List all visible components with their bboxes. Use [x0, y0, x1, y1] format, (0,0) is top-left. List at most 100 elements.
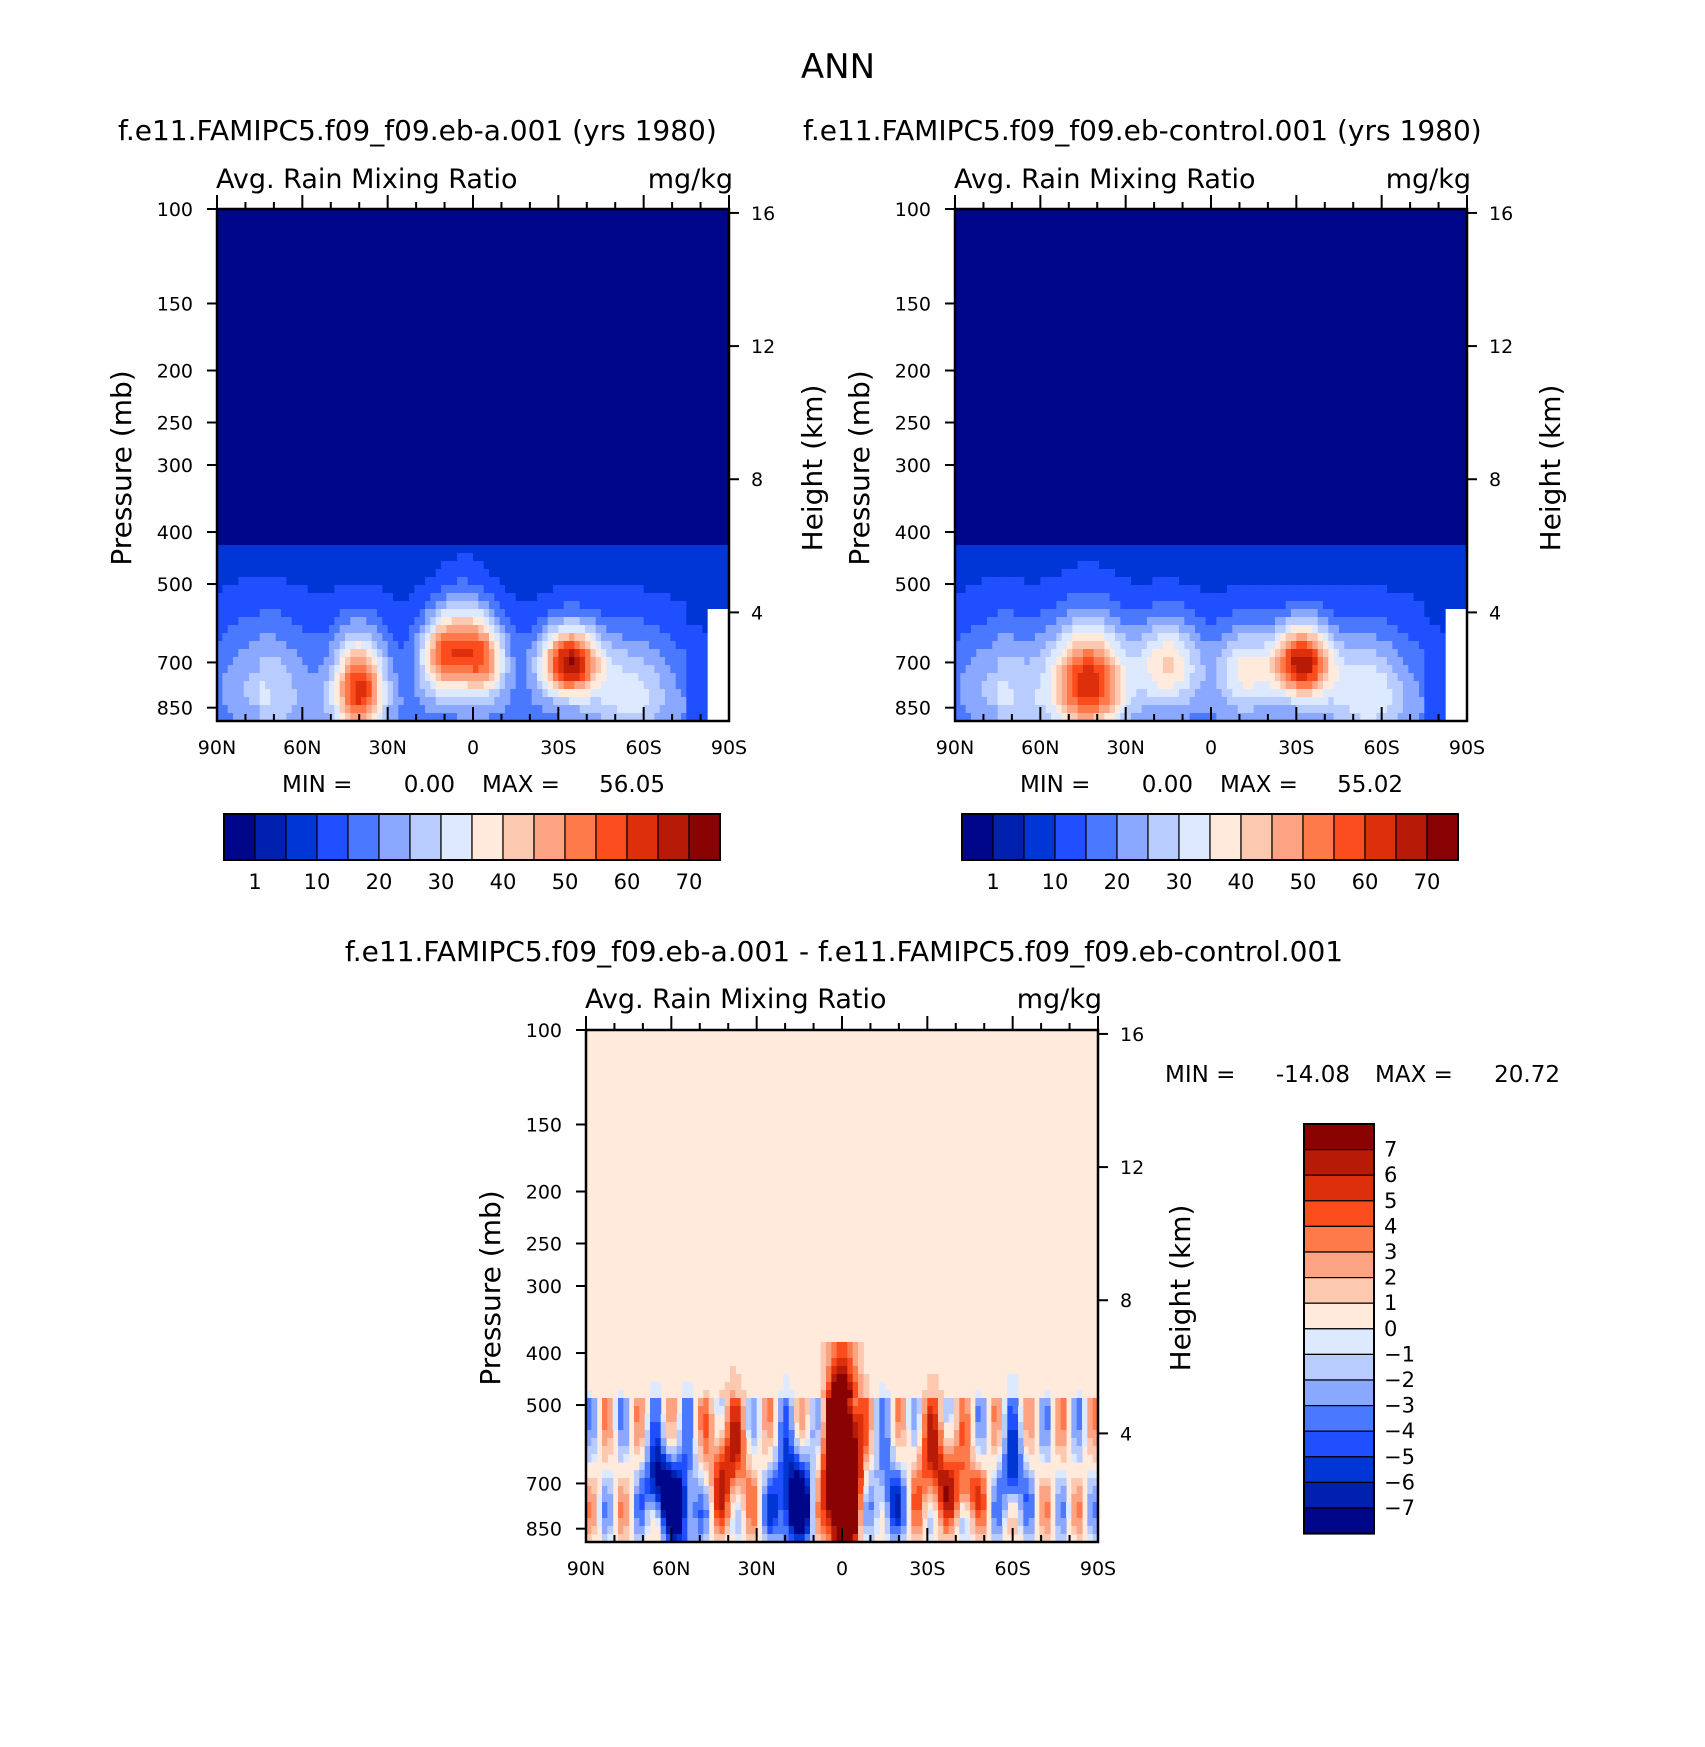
- contour-cell: [1141, 665, 1148, 674]
- contour-cell: [473, 705, 479, 714]
- contour-cell: [971, 585, 977, 594]
- contour-cell: [1440, 593, 1447, 602]
- contour-cell: [1216, 649, 1223, 658]
- contour-cell: [1243, 681, 1249, 690]
- contour-cell: [1088, 561, 1095, 570]
- contour-cell: [1424, 569, 1431, 578]
- contour-cell: [1040, 609, 1047, 618]
- contour-cell: [1083, 705, 1089, 714]
- contour-cell: [1141, 633, 1148, 642]
- contour-cell: [932, 1382, 939, 1391]
- contour-cell: [1291, 649, 1297, 658]
- contour-cell: [1003, 561, 1009, 570]
- contour-cell: [1104, 689, 1111, 698]
- contour-cell: [521, 561, 527, 570]
- contour-cell: [1392, 625, 1399, 634]
- contour-cell: [366, 593, 373, 602]
- contour-cell: [403, 705, 410, 714]
- contour-cell: [991, 1398, 998, 1407]
- contour-cell: [665, 681, 671, 690]
- contour-cell: [1061, 705, 1068, 714]
- contour-cell: [1008, 601, 1015, 610]
- contour-cell: [634, 1430, 640, 1439]
- contour-cell: [1237, 681, 1244, 690]
- contour-cell: [505, 657, 511, 666]
- contour-cell: [1408, 713, 1415, 722]
- contour-cell: [627, 641, 634, 650]
- contour-cell: [339, 633, 346, 642]
- contour-cell: [1403, 673, 1409, 682]
- contour-cell: [489, 553, 495, 562]
- contour-cell: [965, 569, 972, 578]
- contour-cell: [371, 705, 378, 714]
- contour-cell: [1104, 665, 1111, 674]
- contour-cell: [355, 689, 362, 698]
- contour-cell: [1211, 545, 1217, 554]
- contour-cell: [238, 545, 245, 554]
- contour-cell: [1248, 697, 1255, 706]
- contour-cell: [1141, 657, 1148, 666]
- contour-cell: [318, 625, 325, 634]
- contour-cell: [954, 1430, 960, 1439]
- contour-cell: [238, 713, 245, 722]
- contour-cell: [981, 577, 988, 586]
- contour-cell: [425, 553, 431, 562]
- contour-cell: [1157, 585, 1164, 594]
- contour-cell: [815, 1414, 822, 1423]
- contour-cell: [425, 561, 431, 570]
- contour-cell: [1067, 561, 1073, 570]
- contour-cell: [1424, 705, 1431, 714]
- contour-cell: [1072, 681, 1079, 690]
- contour-cell: [895, 1406, 902, 1415]
- contour-cell: [259, 649, 266, 658]
- contour-cell: [313, 601, 319, 610]
- contour-cell: [718, 593, 725, 602]
- contour-cell: [1168, 569, 1175, 578]
- contour-cell: [361, 585, 367, 594]
- contour-cell: [254, 681, 261, 690]
- contour-cell: [1280, 585, 1287, 594]
- contour-cell: [233, 593, 239, 602]
- contour-cell: [430, 553, 437, 562]
- contour-cell: [1376, 609, 1383, 618]
- contour-cell: [1109, 657, 1116, 666]
- contour-cell: [697, 617, 703, 626]
- contour-cell: [1029, 609, 1036, 618]
- contour-cell: [1451, 593, 1457, 602]
- contour-cell: [955, 593, 961, 602]
- contour-cell: [713, 625, 719, 634]
- contour-cell: [462, 553, 469, 562]
- contour-cell: [457, 697, 463, 706]
- contour-cell: [425, 657, 431, 666]
- contour-cell: [366, 561, 373, 570]
- contour-cell: [1461, 545, 1468, 554]
- contour-cell: [521, 665, 527, 674]
- contour-cell: [654, 673, 661, 682]
- contour-cell: [334, 625, 341, 634]
- contour-cell: [965, 697, 972, 706]
- contour-cell: [286, 641, 293, 650]
- contour-cell: [270, 561, 277, 570]
- contour-cell: [510, 553, 517, 562]
- contour-cell: [1104, 593, 1111, 602]
- contour-cell: [1248, 577, 1255, 586]
- contour-cell: [254, 625, 261, 634]
- contour-cell: [976, 561, 983, 570]
- contour-cell: [366, 585, 373, 594]
- contour-cell: [243, 673, 250, 682]
- contour-cell: [222, 577, 229, 586]
- contour-cell: [687, 1390, 694, 1399]
- contour-cell: [297, 609, 303, 618]
- contour-cell: [1435, 609, 1441, 618]
- contour-cell: [1456, 657, 1463, 666]
- contour-cell: [462, 625, 469, 634]
- contour-cell: [409, 665, 415, 674]
- contour-cell: [959, 1422, 966, 1431]
- contour-cell: [291, 553, 298, 562]
- contour-cell: [1163, 657, 1169, 666]
- y2-tick-label: 12: [751, 336, 775, 358]
- contour-cell: [1109, 545, 1116, 554]
- contour-cell: [633, 577, 639, 586]
- contour-cell: [687, 1414, 694, 1423]
- contour-cell: [617, 649, 623, 658]
